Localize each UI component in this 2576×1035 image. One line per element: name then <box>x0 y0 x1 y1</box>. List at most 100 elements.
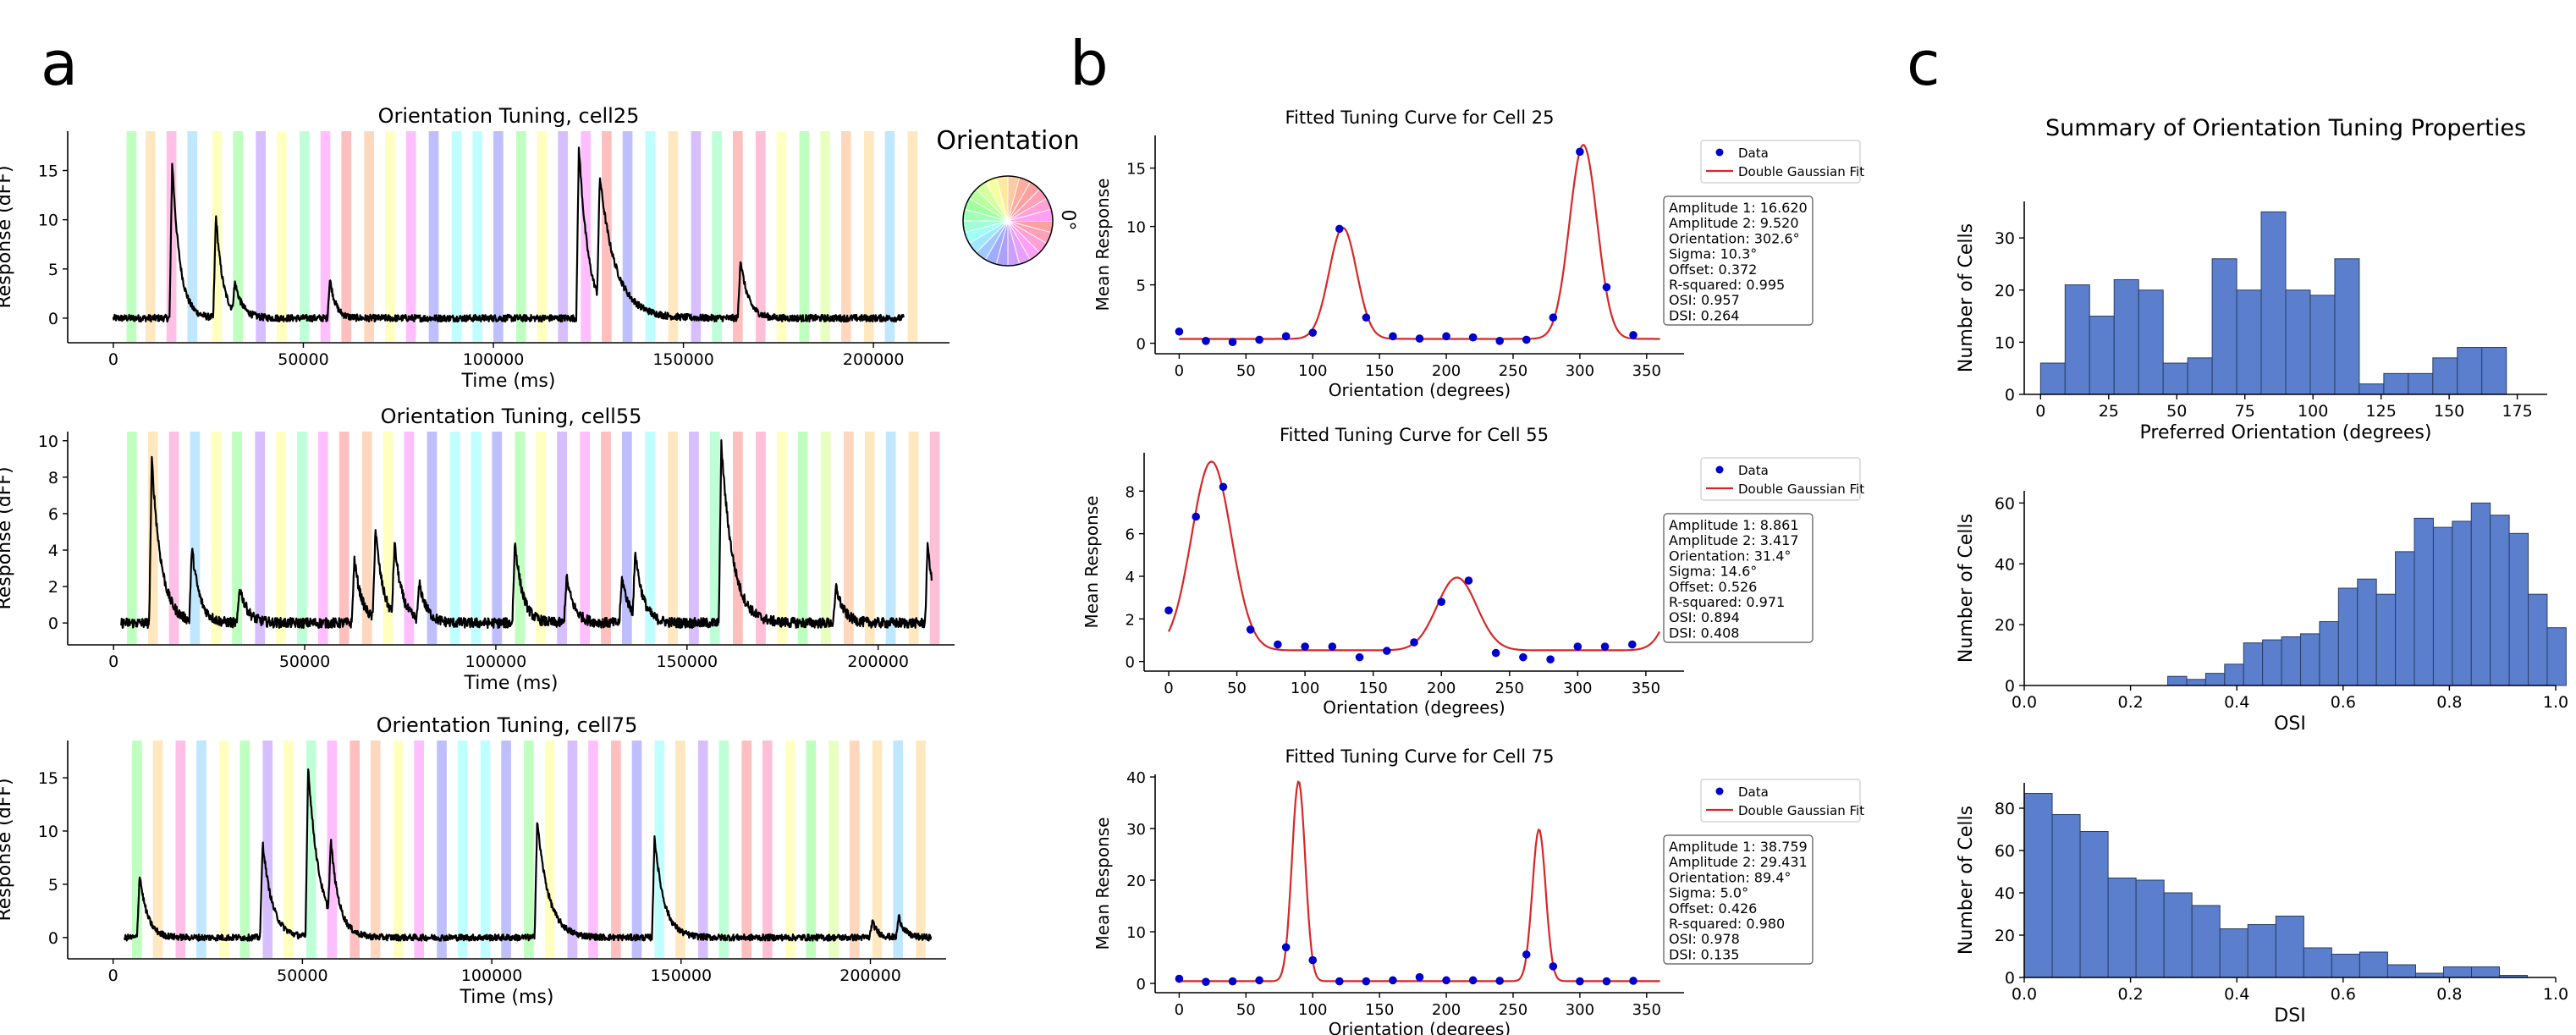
data-point <box>1228 977 1237 986</box>
stimulus-stripe <box>908 432 919 644</box>
data-point <box>1519 652 1527 662</box>
wheel-segment <box>1008 221 1031 265</box>
data-point <box>1573 642 1582 651</box>
y-axis-label: Mean Response <box>1093 179 1113 311</box>
histogram-bar <box>2481 347 2507 395</box>
stimulus-stripe <box>393 740 404 958</box>
histogram-bar <box>2135 879 2165 978</box>
fit-stat-line: DSI: 0.264 <box>1669 307 1739 323</box>
wheel-segment <box>976 182 1008 221</box>
y-tick-label: 6 <box>1126 526 1135 544</box>
data-point <box>1281 332 1291 341</box>
stimulus-stripe <box>864 432 875 644</box>
stimulus-stripe <box>127 432 137 644</box>
data-point <box>1308 955 1318 965</box>
stimulus-stripe <box>196 740 206 958</box>
y-tick-label: 2 <box>48 578 58 597</box>
x-tick-label: 150 <box>1365 1001 1394 1019</box>
stimulus-stripe <box>668 432 678 644</box>
x-tick-label: 0 <box>2035 402 2045 421</box>
y-axis-label: Response (dFF) <box>0 778 15 921</box>
data-point <box>1202 977 1210 986</box>
stimulus-stripe <box>689 432 699 644</box>
stimulus-stripe <box>668 131 679 342</box>
x-tick-label: 125 <box>2366 402 2397 421</box>
y-tick-label: 0 <box>48 614 58 633</box>
x-tick-label: 100000 <box>461 966 523 985</box>
data-point <box>1228 338 1237 347</box>
x-tick-label: 0 <box>108 350 118 369</box>
stimulus-stripe <box>741 740 752 958</box>
wheel-segment <box>964 198 1008 221</box>
stimulus-stripe <box>457 740 468 958</box>
x-tick-label: 0.4 <box>2224 693 2249 712</box>
stimulus-stripe <box>820 432 831 644</box>
x-tick-label: 150 <box>2434 402 2464 421</box>
stimulus-stripe <box>132 740 142 958</box>
data-point <box>1328 642 1337 651</box>
wheel-segment <box>1008 189 1047 221</box>
stimulus-stripe <box>232 432 242 644</box>
data-point <box>1355 652 1364 662</box>
x-tick-label: 300 <box>1566 362 1594 380</box>
stimulus-stripe <box>675 740 685 958</box>
stimulus-stripe <box>645 131 656 342</box>
histogram-bar <box>2211 258 2237 395</box>
data-point <box>1246 625 1255 634</box>
fit-stat-line: Orientation: 89.4° <box>1669 869 1791 885</box>
fit-stat-line: Amplitude 2: 9.520 <box>1669 215 1799 231</box>
histogram-bar <box>2138 289 2164 395</box>
wheel-segment <box>1008 182 1040 221</box>
x-tick-label: 200000 <box>839 966 901 985</box>
wheel-segment <box>985 177 1008 221</box>
histogram-bar <box>2039 362 2066 395</box>
stimulus-stripe <box>283 740 294 958</box>
x-tick-label: 200 <box>1432 1001 1461 1019</box>
dff-trace-line <box>112 146 905 323</box>
x-tick-label: 0 <box>108 966 118 985</box>
chart-trace-cell25: 0 50000 100000 150000 200000 0 5 10 15 Time (ms) R… <box>0 104 949 392</box>
data-point <box>1627 640 1637 649</box>
histogram-bar <box>2414 517 2434 686</box>
stimulus-stripe <box>557 432 567 644</box>
data-point <box>1281 943 1291 952</box>
stimulus-stripe <box>588 740 598 958</box>
y-tick-label: 10 <box>38 212 58 230</box>
data-point <box>1335 977 1344 986</box>
fit-stat-line: Offset: 0.426 <box>1669 900 1757 917</box>
stimulus-stripe <box>732 131 743 342</box>
x-tick-label: 0.8 <box>2436 985 2462 1004</box>
x-tick-label: 250 <box>1499 362 1527 380</box>
chart-title: Orientation Tuning, cell75 <box>377 713 638 737</box>
x-axis-label: Time (ms) <box>460 987 554 1008</box>
wheel-segment <box>969 221 1008 253</box>
x-tick-label: 175 <box>2502 402 2532 421</box>
x-tick-label: 0 <box>108 652 118 671</box>
histogram-bar <box>2452 520 2472 686</box>
histogram-bar <box>2089 316 2115 395</box>
histogram-bar <box>2186 679 2206 686</box>
histogram-bar <box>2163 892 2193 978</box>
chart-title: Fitted Tuning Curve for Cell 25 <box>1285 107 1554 128</box>
y-tick-label: 15 <box>38 769 58 788</box>
y-tick-label: 10 <box>1126 924 1146 942</box>
stimulus-stripe <box>849 740 860 958</box>
legend-data-marker <box>1715 148 1724 157</box>
fit-stats-box <box>1663 513 1814 643</box>
y-tick-label: 10 <box>1995 333 2015 352</box>
stimulus-stripe <box>305 740 316 958</box>
stimulus-stripe <box>277 131 287 342</box>
x-tick-label: 50 <box>1236 362 1256 380</box>
data-point <box>1202 337 1210 345</box>
fit-stat-line: Orientation: 302.6° <box>1669 230 1800 246</box>
histogram-bar <box>2064 284 2090 395</box>
histogram-bar <box>2107 878 2137 978</box>
x-tick-label: 100 <box>1291 680 1319 697</box>
y-tick-label: 5 <box>48 261 58 279</box>
stimulus-stripe <box>840 131 851 342</box>
histogram-bar <box>2386 964 2416 978</box>
wheel-segment <box>964 221 1008 244</box>
histogram-bar <box>2285 289 2311 395</box>
chart-title: Orientation Tuning, cell25 <box>378 104 640 128</box>
data-point <box>1549 313 1558 322</box>
